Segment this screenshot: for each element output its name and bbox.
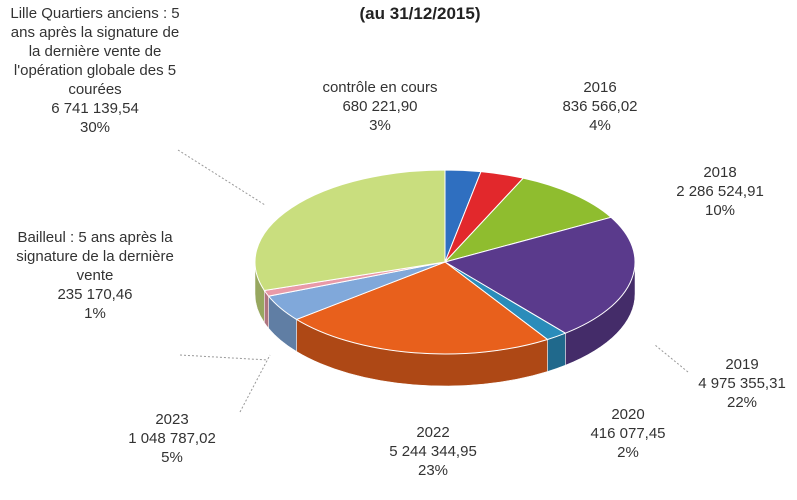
category-name: Lille Quartiers anciens : 5 ans après la… xyxy=(10,5,180,98)
category-name: 2023 xyxy=(155,411,189,428)
data-label: Lille Quartiers anciens : 5 ans après la… xyxy=(5,4,185,137)
leader-line xyxy=(239,354,271,413)
data-label: 2019 4 975 355,31 22% xyxy=(682,355,797,412)
data-label: contrôle en cours 680 221,90 3% xyxy=(295,78,465,135)
chart-title: (au 31/12/2015) xyxy=(359,4,481,23)
category-name: Bailleul : 5 ans après la signature de l… xyxy=(16,229,174,284)
category-name: 2020 xyxy=(611,406,645,423)
value-label: 680 221,90 xyxy=(342,98,418,115)
leader-line xyxy=(654,344,689,373)
percent-label: 4% xyxy=(589,117,611,134)
percent-label: 23% xyxy=(417,462,449,479)
percent-label: 10% xyxy=(704,202,736,219)
value-label: 1 048 787,02 xyxy=(128,430,216,447)
category-name: 2016 xyxy=(583,79,617,96)
value-label: 836 566,02 xyxy=(562,98,638,115)
percent-label: 3% xyxy=(369,117,391,134)
category-name: 2022 xyxy=(416,424,450,441)
value-label: 4 975 355,31 xyxy=(698,375,786,392)
slice xyxy=(254,169,446,292)
data-label: Bailleul : 5 ans après la signature de l… xyxy=(10,228,180,323)
data-label: 2020 416 077,45 2% xyxy=(573,405,683,462)
percent-label: 2% xyxy=(617,444,639,461)
percent-label: 22% xyxy=(726,394,758,411)
data-label: 2018 2 286 524,91 10% xyxy=(645,163,795,220)
value-label: 235 170,46 xyxy=(57,286,133,303)
percent-label: 1% xyxy=(84,305,106,322)
value-label: 416 077,45 xyxy=(590,425,666,442)
percent-label: 5% xyxy=(161,449,183,466)
value-label: 5 244 344,95 xyxy=(389,443,477,460)
category-name: contrôle en cours xyxy=(322,79,438,96)
percent-label: 30% xyxy=(79,119,111,136)
leader-line xyxy=(177,149,266,206)
category-name: 2018 xyxy=(703,164,737,181)
value-label: 2 286 524,91 xyxy=(676,183,764,200)
slice xyxy=(443,177,613,263)
data-label: 2023 1 048 787,02 5% xyxy=(102,410,242,467)
leader-lines xyxy=(177,149,689,413)
slice xyxy=(443,216,636,334)
slice xyxy=(295,261,549,355)
leader-line xyxy=(179,354,269,361)
value-label: 6 741 139,54 xyxy=(51,100,139,117)
data-label: 2022 5 244 344,95 23% xyxy=(358,423,508,480)
category-name: 2019 xyxy=(725,356,759,373)
data-label: 2016 836 566,02 4% xyxy=(540,78,660,135)
